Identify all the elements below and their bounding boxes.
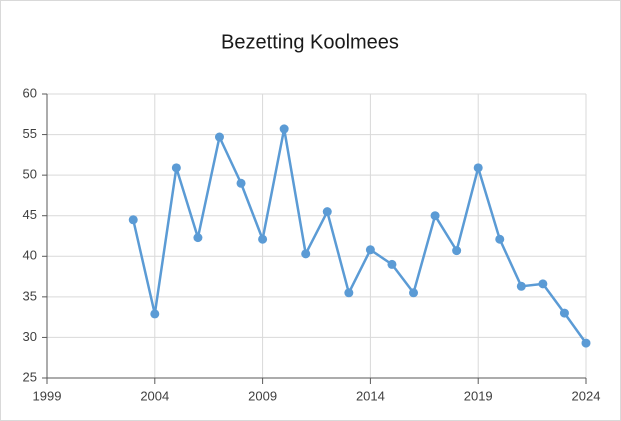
point (214, 132, 224, 142)
point (516, 281, 526, 291)
point (322, 207, 332, 217)
point (473, 163, 483, 173)
point (409, 288, 419, 298)
x-tick-label: 2009 (248, 388, 277, 403)
x-tick-label: 1999 (33, 388, 62, 403)
point (279, 124, 289, 134)
point (387, 259, 397, 269)
y-tick-label: 35 (23, 288, 37, 303)
x-tick-label: 2004 (140, 388, 169, 403)
x-tick-label: 2019 (464, 388, 493, 403)
point (193, 233, 203, 243)
point (258, 234, 268, 244)
point (430, 211, 440, 221)
point (128, 215, 138, 225)
point (301, 249, 311, 259)
point (559, 308, 569, 318)
point (171, 163, 181, 173)
point (452, 246, 462, 256)
y-tick-label: 30 (23, 329, 37, 344)
y-tick-label: 55 (23, 126, 37, 141)
line (132, 127, 588, 344)
y-tick-label: 45 (23, 207, 37, 222)
point (365, 245, 375, 255)
point (495, 234, 505, 244)
point (344, 288, 354, 298)
x-tick-label: 2014 (356, 388, 385, 403)
y-tick-label: 40 (23, 248, 37, 263)
x-tick-label: 2024 (572, 388, 601, 403)
point (150, 309, 160, 319)
y-tick-label: 25 (23, 369, 37, 384)
point (538, 279, 548, 289)
point (581, 338, 591, 348)
y-tick-label: 60 (23, 85, 37, 100)
chart-title: Bezetting Koolmees (221, 31, 399, 53)
point (236, 178, 246, 188)
y-tick-label: 50 (23, 167, 37, 182)
